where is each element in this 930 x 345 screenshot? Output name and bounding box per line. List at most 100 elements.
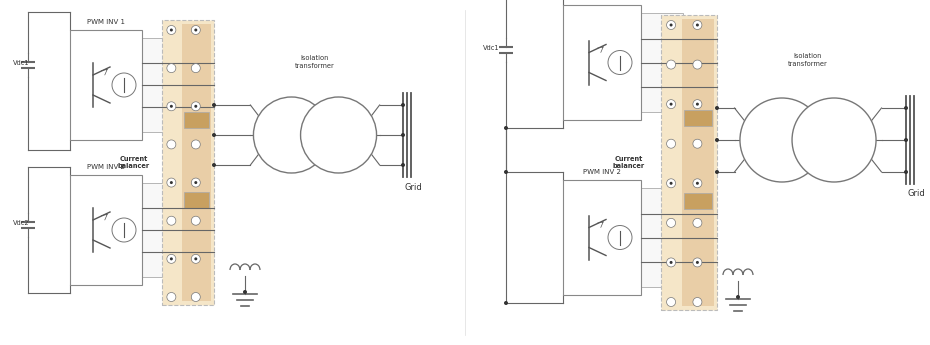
Text: Isolation
transformer: Isolation transformer — [788, 53, 828, 67]
Text: Vdc1: Vdc1 — [483, 45, 499, 51]
Text: Grid: Grid — [907, 189, 924, 198]
Circle shape — [667, 60, 675, 69]
Bar — [683, 19, 713, 306]
Circle shape — [667, 179, 675, 188]
Circle shape — [243, 290, 247, 294]
Circle shape — [170, 105, 173, 108]
Circle shape — [212, 163, 216, 167]
Text: Vdc1: Vdc1 — [13, 60, 30, 66]
Circle shape — [696, 182, 699, 185]
Bar — [184, 191, 209, 208]
Bar — [184, 112, 209, 128]
Circle shape — [667, 258, 675, 267]
Circle shape — [192, 26, 200, 34]
Bar — [684, 110, 711, 126]
Circle shape — [112, 218, 136, 242]
Circle shape — [166, 102, 176, 111]
Circle shape — [192, 293, 200, 302]
Circle shape — [112, 73, 136, 97]
Circle shape — [792, 98, 876, 182]
Bar — [638, 13, 683, 112]
Bar — [684, 193, 711, 209]
Circle shape — [192, 216, 200, 225]
Circle shape — [904, 138, 908, 142]
Circle shape — [170, 29, 173, 31]
Bar — [563, 5, 641, 120]
Circle shape — [667, 20, 675, 30]
Circle shape — [212, 133, 216, 137]
Circle shape — [693, 258, 702, 267]
Circle shape — [300, 97, 377, 173]
Circle shape — [166, 178, 176, 187]
Text: Isolation
transformer: Isolation transformer — [295, 56, 335, 69]
Circle shape — [504, 170, 508, 174]
Circle shape — [736, 295, 740, 299]
Bar — [70, 30, 142, 140]
Circle shape — [194, 257, 197, 260]
Bar — [181, 24, 211, 301]
Circle shape — [194, 181, 197, 184]
Circle shape — [904, 106, 908, 110]
Text: Vdc2: Vdc2 — [13, 220, 30, 226]
Circle shape — [740, 98, 824, 182]
Circle shape — [904, 170, 908, 174]
Circle shape — [670, 103, 672, 106]
Circle shape — [693, 20, 702, 30]
Bar — [139, 38, 182, 132]
Circle shape — [504, 301, 508, 305]
Circle shape — [212, 103, 216, 107]
Text: Current
balancer: Current balancer — [613, 156, 645, 169]
Circle shape — [693, 297, 702, 306]
Circle shape — [401, 133, 405, 137]
Text: Grid: Grid — [405, 183, 422, 191]
Circle shape — [401, 103, 405, 107]
Bar — [70, 175, 142, 285]
Circle shape — [667, 218, 675, 227]
Circle shape — [166, 216, 176, 225]
Circle shape — [670, 182, 672, 185]
Circle shape — [170, 181, 173, 184]
Bar — [563, 180, 641, 295]
Circle shape — [667, 100, 675, 109]
Circle shape — [696, 103, 699, 106]
Circle shape — [192, 140, 200, 149]
Circle shape — [670, 23, 672, 27]
Circle shape — [693, 179, 702, 188]
Circle shape — [166, 140, 176, 149]
Circle shape — [693, 60, 702, 69]
Circle shape — [693, 218, 702, 227]
Circle shape — [670, 261, 672, 264]
Circle shape — [715, 138, 719, 142]
Circle shape — [170, 257, 173, 260]
Circle shape — [696, 23, 699, 27]
Circle shape — [192, 178, 200, 187]
Circle shape — [608, 50, 632, 75]
Circle shape — [192, 102, 200, 111]
Circle shape — [715, 106, 719, 110]
Circle shape — [401, 163, 405, 167]
Circle shape — [254, 97, 329, 173]
Circle shape — [667, 139, 675, 148]
Circle shape — [693, 139, 702, 148]
Text: PWM INV 1: PWM INV 1 — [87, 19, 125, 25]
Circle shape — [715, 170, 719, 174]
Circle shape — [194, 105, 197, 108]
Circle shape — [192, 254, 200, 263]
Circle shape — [166, 63, 176, 73]
Circle shape — [504, 126, 508, 130]
Text: PWM INV 2: PWM INV 2 — [87, 164, 125, 170]
Circle shape — [192, 63, 200, 73]
Circle shape — [693, 100, 702, 109]
Circle shape — [194, 29, 197, 31]
Circle shape — [166, 254, 176, 263]
Text: Current
balancer: Current balancer — [118, 156, 150, 169]
Bar — [139, 183, 182, 277]
Circle shape — [608, 226, 632, 249]
Circle shape — [166, 26, 176, 34]
Bar — [661, 15, 717, 310]
Circle shape — [667, 297, 675, 306]
Bar — [638, 188, 683, 287]
Bar — [162, 20, 214, 305]
Circle shape — [696, 261, 699, 264]
Circle shape — [166, 293, 176, 302]
